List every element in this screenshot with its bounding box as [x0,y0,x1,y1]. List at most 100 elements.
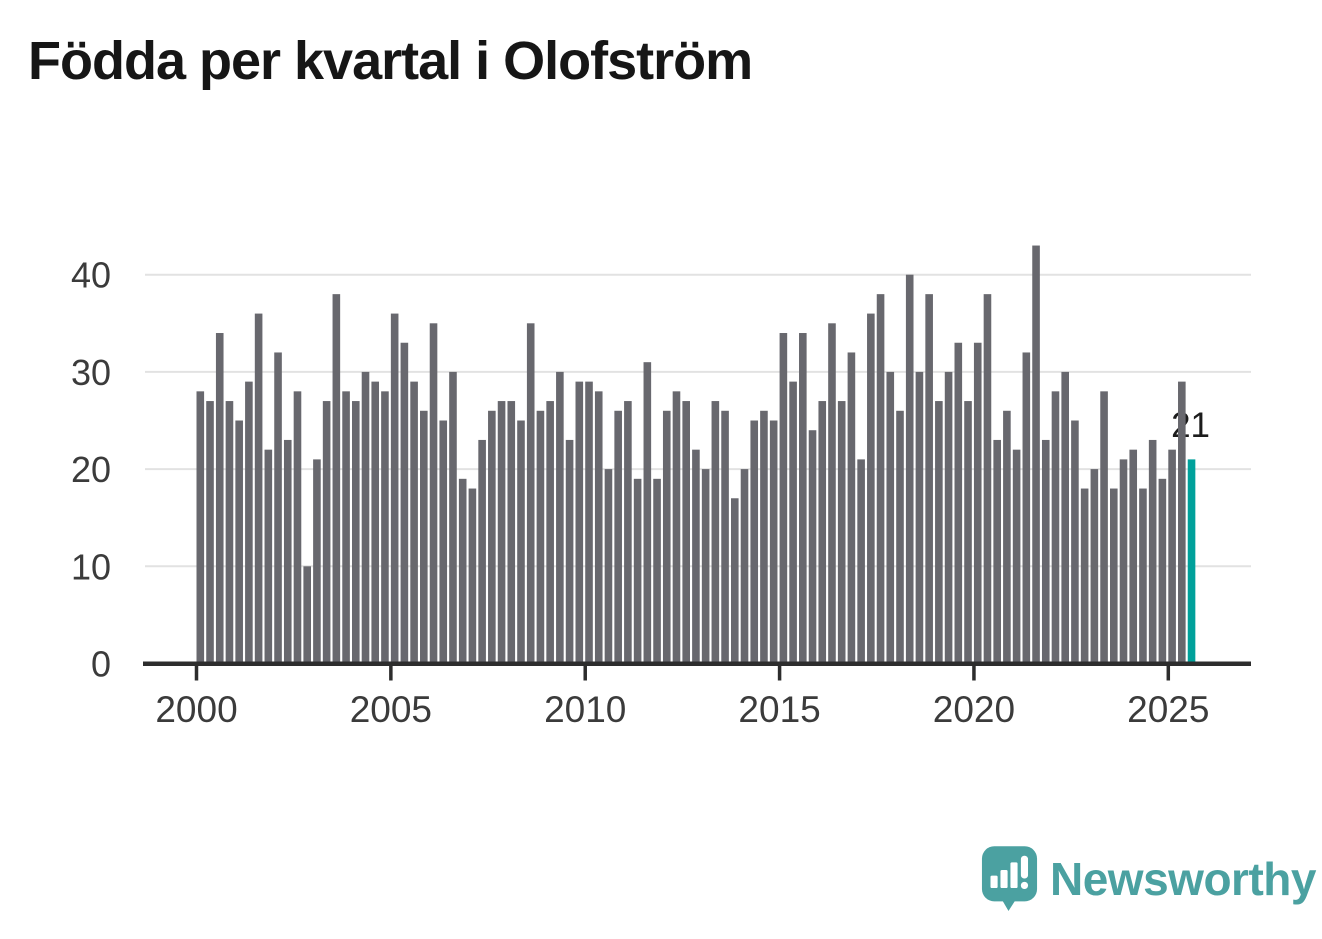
x-tick-label: 2010 [544,689,626,730]
bar [740,469,749,664]
bar-highlighted [1187,459,1196,664]
newsworthy-bubble-icon [981,846,1038,911]
bar [1003,410,1011,664]
bar [507,401,516,664]
bar [1178,381,1186,664]
bar [915,371,924,664]
last-value-annotation-text: 21 [1171,406,1210,445]
bar [497,401,506,664]
bar [604,469,613,664]
bar [701,469,710,664]
bar [769,420,778,664]
x-tick-label: 2005 [350,689,432,730]
bar [225,401,234,664]
bar [1100,391,1108,664]
bar [371,381,380,664]
bar [274,352,282,664]
bar [983,294,992,664]
bar [342,391,350,664]
bar [439,420,448,664]
x-tick-label: 2000 [155,689,237,730]
bar [264,449,273,664]
chart-title: Födda per kvartal i Olofström [28,31,753,91]
bar [400,342,409,664]
bar [1168,449,1176,664]
bar [429,323,438,664]
bar [322,401,331,664]
bar [711,401,720,664]
bar [206,401,214,664]
bar [293,391,302,664]
bar [662,410,671,664]
bar [857,459,865,664]
bar [235,420,243,664]
bar [1032,245,1040,664]
bar [1022,352,1031,664]
last-value-annotation-bubble: 21 [1166,406,1212,445]
bar [828,323,836,664]
bar [692,449,700,664]
bar [643,362,652,664]
x-axis-tick [1166,663,1171,681]
bar [653,478,661,664]
bar [1061,371,1069,664]
bar [381,391,389,664]
bar [283,439,292,664]
y-tick-label: 0 [91,644,111,685]
bar [449,371,457,664]
bar [886,371,895,664]
x-axis-line [143,661,1251,666]
bar [594,391,603,664]
bar [410,381,418,664]
y-tick-label: 20 [71,449,111,490]
bar [760,410,768,664]
bar [1071,420,1079,664]
bar [847,352,856,664]
bar [789,381,797,664]
bar [546,401,554,664]
bar [196,391,205,664]
bar [808,430,817,664]
bar [905,274,914,664]
bar [585,381,593,664]
bar [876,294,885,664]
bar [935,401,943,664]
bar [1041,439,1050,664]
x-axis-tick [583,663,587,681]
bar [556,371,564,664]
bar [254,313,263,664]
bar [672,391,681,664]
bar [526,323,535,664]
bar [1129,449,1138,664]
y-tick-label: 10 [71,546,111,587]
bar [818,401,827,664]
x-axis-tick [389,663,393,681]
bar [517,420,525,664]
bar [478,439,486,664]
bar [1051,391,1060,664]
bar [565,439,574,664]
x-tick-label: 2015 [738,689,820,730]
bar [575,381,584,664]
bar [458,478,467,664]
bar [993,439,1001,664]
bar [1080,488,1089,664]
newsworthy-logo-text: Newsworthy [1050,853,1316,905]
y-tick-label: 40 [71,255,111,296]
bar [361,371,370,664]
bar [954,342,963,664]
bar [730,498,739,664]
bar [682,401,690,664]
x-tick-label: 2020 [933,689,1015,730]
y-tick-label: 30 [71,352,111,393]
bar [468,488,477,664]
bar [964,401,972,664]
bar [837,401,846,664]
bar [351,401,360,664]
bar [750,420,759,664]
newsworthy-logo: Newsworthy [981,845,1316,913]
bar [973,342,982,664]
bar [614,410,622,664]
